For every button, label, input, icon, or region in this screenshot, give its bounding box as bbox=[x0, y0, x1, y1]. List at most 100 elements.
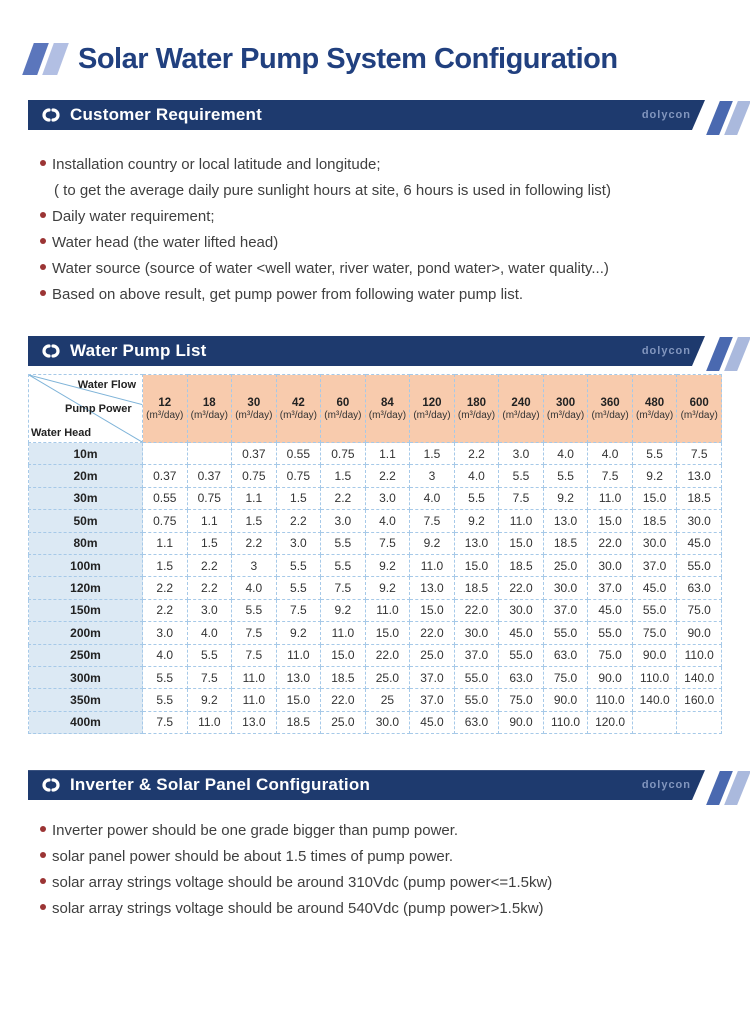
pump-power-cell: 1.5 bbox=[409, 441, 455, 466]
bullet-text: solar array strings voltage should be ar… bbox=[52, 874, 553, 892]
table-row: 150m 2.2 3.0 5.5 7.5 9.2 11.0 15.0 22.0 30.0 37.0 4… bbox=[28, 598, 722, 623]
column-header: 30 (m³/day) bbox=[231, 374, 277, 443]
bullet-icon bbox=[40, 264, 46, 270]
column-flow-unit: (m³/day) bbox=[502, 409, 540, 421]
bullet-icon bbox=[40, 290, 46, 296]
pump-power-cell: 5.5 bbox=[231, 598, 277, 623]
pump-power-cell: 90.0 bbox=[498, 710, 544, 735]
pump-power-cell: 30.0 bbox=[364, 710, 411, 735]
section-header-water-pump-list: Water Pump List dolycon bbox=[28, 336, 750, 372]
corner-label-pump-power: Pump Power bbox=[65, 403, 132, 415]
table-row: 350m 5.5 9.2 11.0 15.0 22.0 25 37.0 55.0 75.0 90.0… bbox=[28, 688, 722, 712]
column-header: 84 (m³/day) bbox=[364, 374, 411, 443]
column-flow-unit: (m³/day) bbox=[368, 409, 407, 421]
pump-power-cell: 45.0 bbox=[409, 710, 455, 735]
table-corner-cell: Water Flow Pump Power Water Head bbox=[28, 374, 143, 443]
page-title: Solar Water Pump System Configuration bbox=[78, 42, 618, 75]
table-header-row: Water Flow Pump Power Water Head 12 (m³/d… bbox=[28, 374, 722, 443]
pump-power-cell: 22.0 bbox=[364, 643, 411, 667]
bullet-icon bbox=[40, 878, 46, 885]
bullet-icon bbox=[40, 826, 46, 833]
pump-power-cell: 15.0 bbox=[587, 509, 633, 533]
bullet-item: Water head (the water lifted head) bbox=[40, 230, 722, 256]
pump-power-cell: 15.0 bbox=[364, 621, 411, 645]
bullet-icon bbox=[40, 160, 46, 166]
pump-power-cell: 120.0 bbox=[587, 710, 633, 735]
corner-label-water-head: Water Head bbox=[31, 427, 92, 439]
pump-power-cell: 75.0 bbox=[676, 598, 722, 623]
row-header-water-head: 350m bbox=[28, 688, 143, 712]
table-row: 300m 5.5 7.5 11.0 13.0 18.5 25.0 37.0 55.0 63.0 75… bbox=[28, 665, 722, 690]
pump-power-cell: 0.37 bbox=[142, 464, 188, 488]
bullet-subtext: ( to get the average daily pure sunlight… bbox=[54, 182, 611, 199]
column-header: 480 (m³/day) bbox=[631, 374, 678, 443]
table-row: 100m 1.5 2.2 3 5.5 5.5 9.2 11.0 15.0 18.5 25.0 30.0… bbox=[28, 553, 722, 578]
column-header: 18 (m³/day) bbox=[186, 374, 233, 443]
pump-power-cell: 1.1 bbox=[142, 531, 188, 555]
pump-power-cell: 15.0 bbox=[409, 598, 455, 623]
pump-power-cell: 9.2 bbox=[409, 531, 455, 555]
pump-power-cell: 7.5 bbox=[587, 464, 633, 488]
pump-power-cell: 5.5 bbox=[275, 576, 322, 600]
column-flow-value: 120 bbox=[422, 396, 442, 409]
pump-power-cell: 0.75 bbox=[142, 509, 188, 533]
column-flow-unit: (m³/day) bbox=[457, 409, 496, 421]
bullet-item: Daily water requirement; bbox=[40, 204, 722, 230]
pump-power-cell: 30.0 bbox=[498, 598, 544, 623]
bullet-item: Installation country or local latitude a… bbox=[40, 152, 722, 178]
corner-label-water-flow: Water Flow bbox=[77, 379, 136, 391]
table-row: 30m 0.55 0.75 1.1 1.5 2.2 3.0 4.0 5.5 7.5 9.2 11.0 1… bbox=[28, 486, 722, 511]
pump-power-cell: 11.0 bbox=[587, 486, 633, 511]
pump-power-cell: 37.0 bbox=[453, 643, 500, 667]
pump-power-cell: 5.5 bbox=[320, 553, 366, 578]
pump-power-cell: 4.0 bbox=[409, 486, 455, 511]
table-row: 120m 2.2 2.2 4.0 5.5 7.5 9.2 13.0 18.5 22.0 30.0 37… bbox=[28, 576, 722, 600]
section-title: Customer Requirement bbox=[70, 105, 262, 124]
column-flow-unit: (m³/day) bbox=[591, 409, 629, 421]
pump-power-cell: 75.0 bbox=[542, 665, 589, 690]
pump-power-cell: 5.5 bbox=[498, 464, 544, 488]
corner-diagonal-lines bbox=[29, 375, 142, 442]
pump-power-cell: 45.0 bbox=[631, 576, 678, 600]
pump-power-cell: 18.5 bbox=[676, 486, 722, 511]
pump-power-cell: 160.0 bbox=[676, 688, 722, 712]
table-row: 400m 7.5 11.0 13.0 18.5 25.0 30.0 45.0 63.0 90.0 1… bbox=[28, 710, 722, 735]
pump-power-cell: 3.0 bbox=[142, 621, 188, 645]
table-row: 200m 3.0 4.0 7.5 9.2 11.0 15.0 22.0 30.0 45.0 55.0… bbox=[28, 621, 722, 645]
row-header-water-head: 30m bbox=[28, 486, 143, 511]
pump-power-cell: 11.0 bbox=[231, 665, 277, 690]
column-flow-unit: (m³/day) bbox=[413, 409, 451, 421]
column-flow-unit: (m³/day) bbox=[190, 409, 228, 421]
pump-power-cell: 7.5 bbox=[320, 576, 366, 600]
pump-power-cell: 110.0 bbox=[587, 688, 633, 712]
bullet-text: Installation country or local latitude a… bbox=[52, 156, 381, 173]
pump-power-cell: 25.0 bbox=[409, 643, 455, 667]
row-header-water-head: 20m bbox=[28, 464, 143, 488]
pump-power-cell: 140.0 bbox=[631, 688, 678, 712]
pump-power-cell bbox=[186, 441, 233, 466]
row-header-water-head: 80m bbox=[28, 531, 143, 555]
pump-power-cell: 11.0 bbox=[275, 643, 322, 667]
bullet-text: solar array strings voltage should be ar… bbox=[52, 900, 544, 918]
row-header-water-head: 100m bbox=[28, 553, 143, 578]
pump-power-cell: 37.0 bbox=[542, 598, 589, 623]
pump-power-cell: 55.0 bbox=[631, 598, 678, 623]
pump-power-cell: 13.0 bbox=[409, 576, 455, 600]
pump-power-cell: 5.5 bbox=[142, 688, 188, 712]
pump-power-cell: 11.0 bbox=[364, 598, 411, 623]
pump-power-cell: 5.5 bbox=[275, 553, 322, 578]
inverter-solar-list: Inverter power should be one grade bigge… bbox=[28, 818, 722, 922]
column-flow-value: 600 bbox=[689, 396, 709, 409]
pump-power-cell: 3.0 bbox=[186, 598, 233, 623]
column-flow-value: 18 bbox=[202, 396, 216, 409]
pump-power-cell: 75.0 bbox=[587, 643, 633, 667]
pump-power-cell: 55.0 bbox=[676, 553, 722, 578]
bullet-text: Inverter power should be one grade bigge… bbox=[52, 822, 459, 840]
pump-power-cell: 9.2 bbox=[186, 688, 233, 712]
pump-power-cell: 0.75 bbox=[275, 464, 322, 488]
bullet-item: solar panel power should be about 1.5 ti… bbox=[40, 844, 722, 870]
pump-power-cell: 140.0 bbox=[676, 665, 722, 690]
pump-power-cell: 7.5 bbox=[498, 486, 544, 511]
pump-power-cell: 90.0 bbox=[542, 688, 589, 712]
column-header: 42 (m³/day) bbox=[275, 374, 322, 443]
